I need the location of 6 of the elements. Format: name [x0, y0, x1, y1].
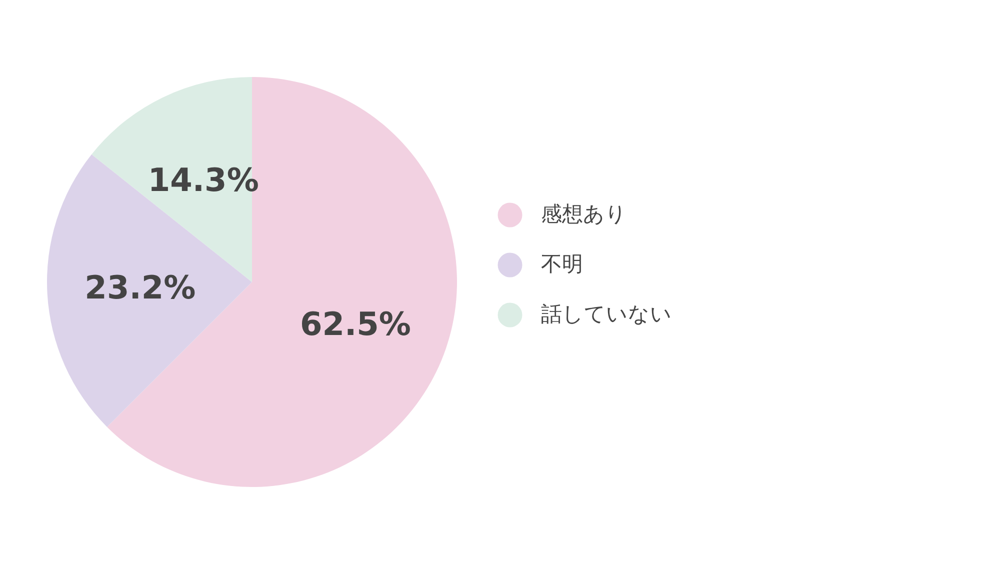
data-label: 14.3%	[148, 161, 259, 200]
legend-label: 不明	[541, 252, 583, 276]
data-label: 23.2%	[84, 268, 196, 306]
legend-label: 話していない	[541, 302, 672, 326]
legend-label: 感想あり	[541, 202, 627, 226]
data-label: 62.5%	[300, 304, 411, 343]
